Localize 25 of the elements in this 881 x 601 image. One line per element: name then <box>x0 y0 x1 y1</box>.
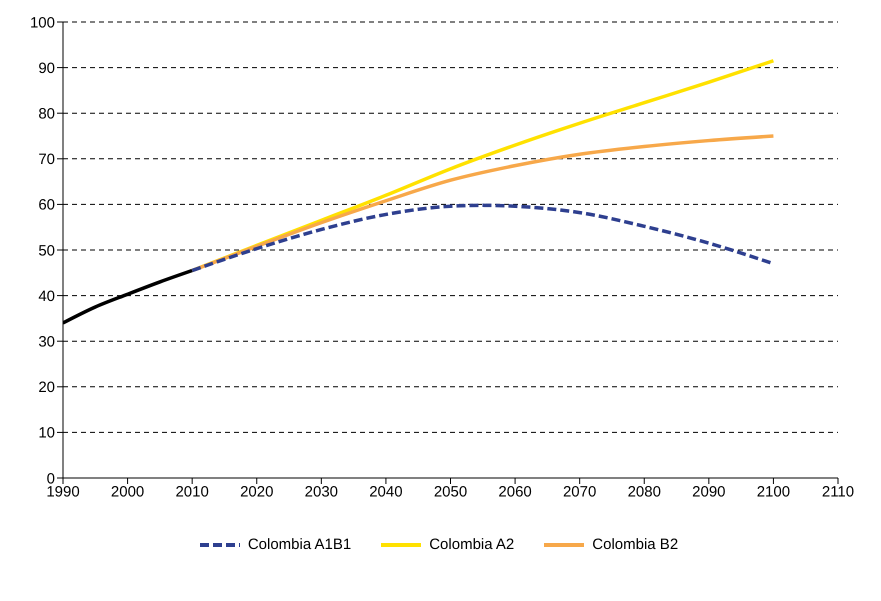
x-tick-label: 2070 <box>562 484 596 501</box>
x-tick-label: 2090 <box>692 484 726 501</box>
x-tick-label: 2100 <box>756 484 790 501</box>
x-tick-label: 2060 <box>498 484 532 501</box>
x-tick-label: 2080 <box>628 484 661 501</box>
x-tick-label: 2050 <box>434 484 468 501</box>
y-tick-label: 40 <box>38 288 55 305</box>
y-tick-label: 20 <box>38 379 55 396</box>
y-tick-label: 50 <box>38 242 55 260</box>
y-tick-label: 70 <box>38 151 55 168</box>
x-tick-label: 2010 <box>175 484 209 501</box>
y-tick-label: 100 <box>30 14 55 32</box>
x-tick-label: 2030 <box>304 484 338 501</box>
y-tick-label: 60 <box>38 196 55 214</box>
x-tick-label: 2020 <box>240 484 274 501</box>
y-tick-label: 90 <box>38 60 55 77</box>
x-tick-label: 2110 <box>822 484 854 501</box>
x-tick-label: 2040 <box>369 484 403 501</box>
x-tick-label: 2000 <box>110 484 144 501</box>
y-tick-label: 30 <box>38 334 55 351</box>
y-tick-label: 10 <box>38 424 55 442</box>
legend-label: Colombia B2 <box>592 536 678 553</box>
legend-label: Colombia A2 <box>429 536 514 553</box>
y-tick-label: 80 <box>38 106 55 123</box>
legend-label: Colombia A1B1 <box>248 536 352 553</box>
